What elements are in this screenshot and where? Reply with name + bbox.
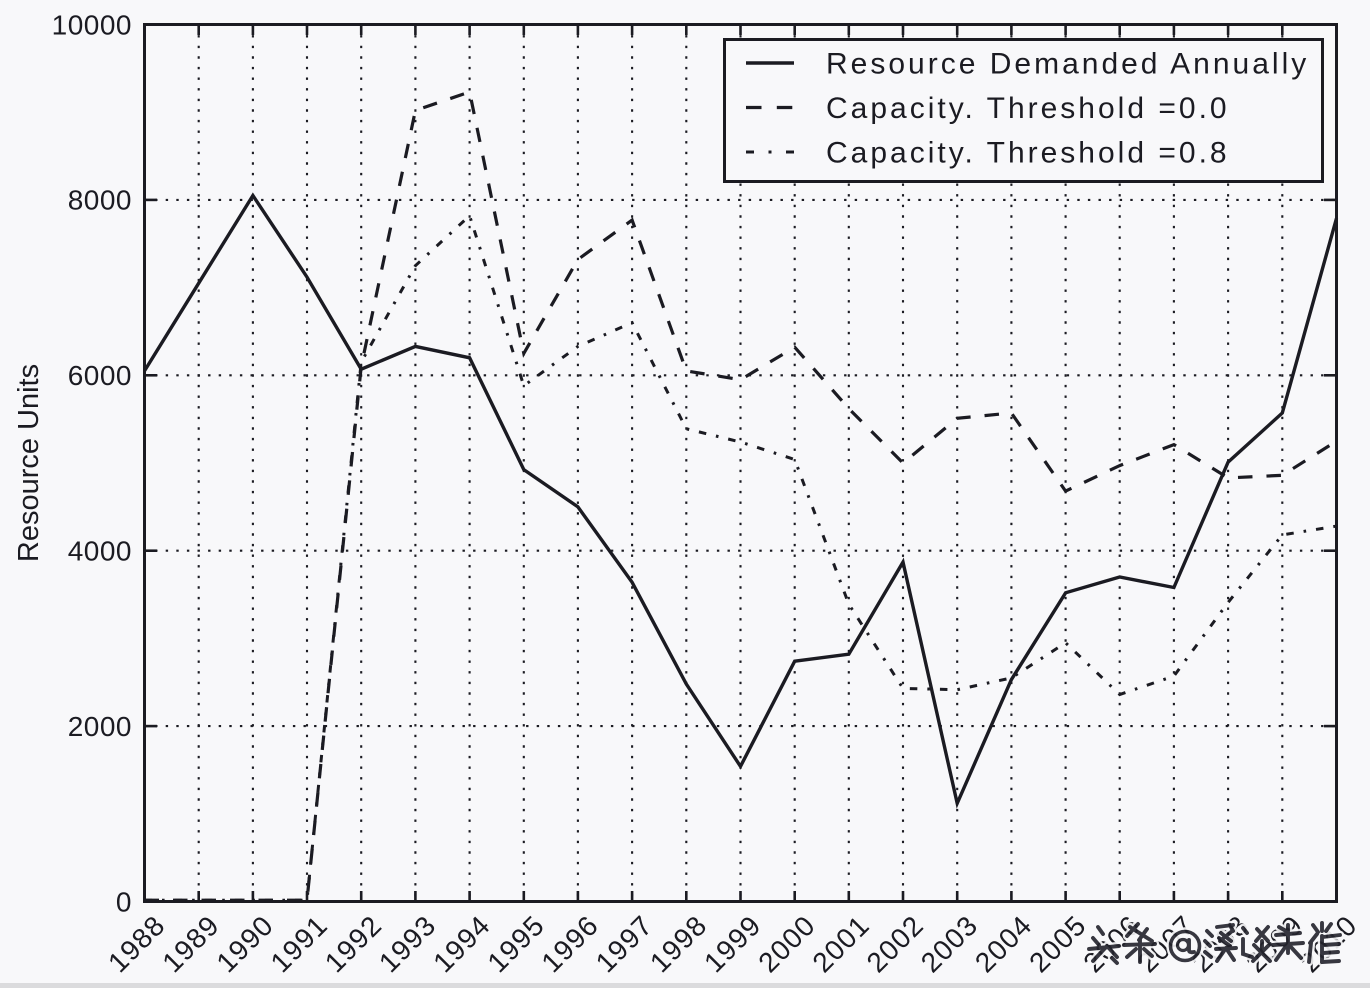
svg-text:0: 0 <box>116 886 132 917</box>
svg-text:8000: 8000 <box>68 185 132 216</box>
svg-text:Resource Units: Resource Units <box>13 364 45 562</box>
svg-text:4000: 4000 <box>68 536 132 567</box>
svg-text:10000: 10000 <box>52 9 132 40</box>
svg-text:2000: 2000 <box>68 711 132 742</box>
svg-text:Resource Demanded Annually: Resource Demanded Annually <box>826 48 1309 81</box>
svg-text:Capacity. Threshold =0.0: Capacity. Threshold =0.0 <box>826 92 1230 125</box>
svg-text:Capacity. Threshold =0.8: Capacity. Threshold =0.8 <box>826 137 1230 170</box>
svg-text:6000: 6000 <box>68 360 132 391</box>
